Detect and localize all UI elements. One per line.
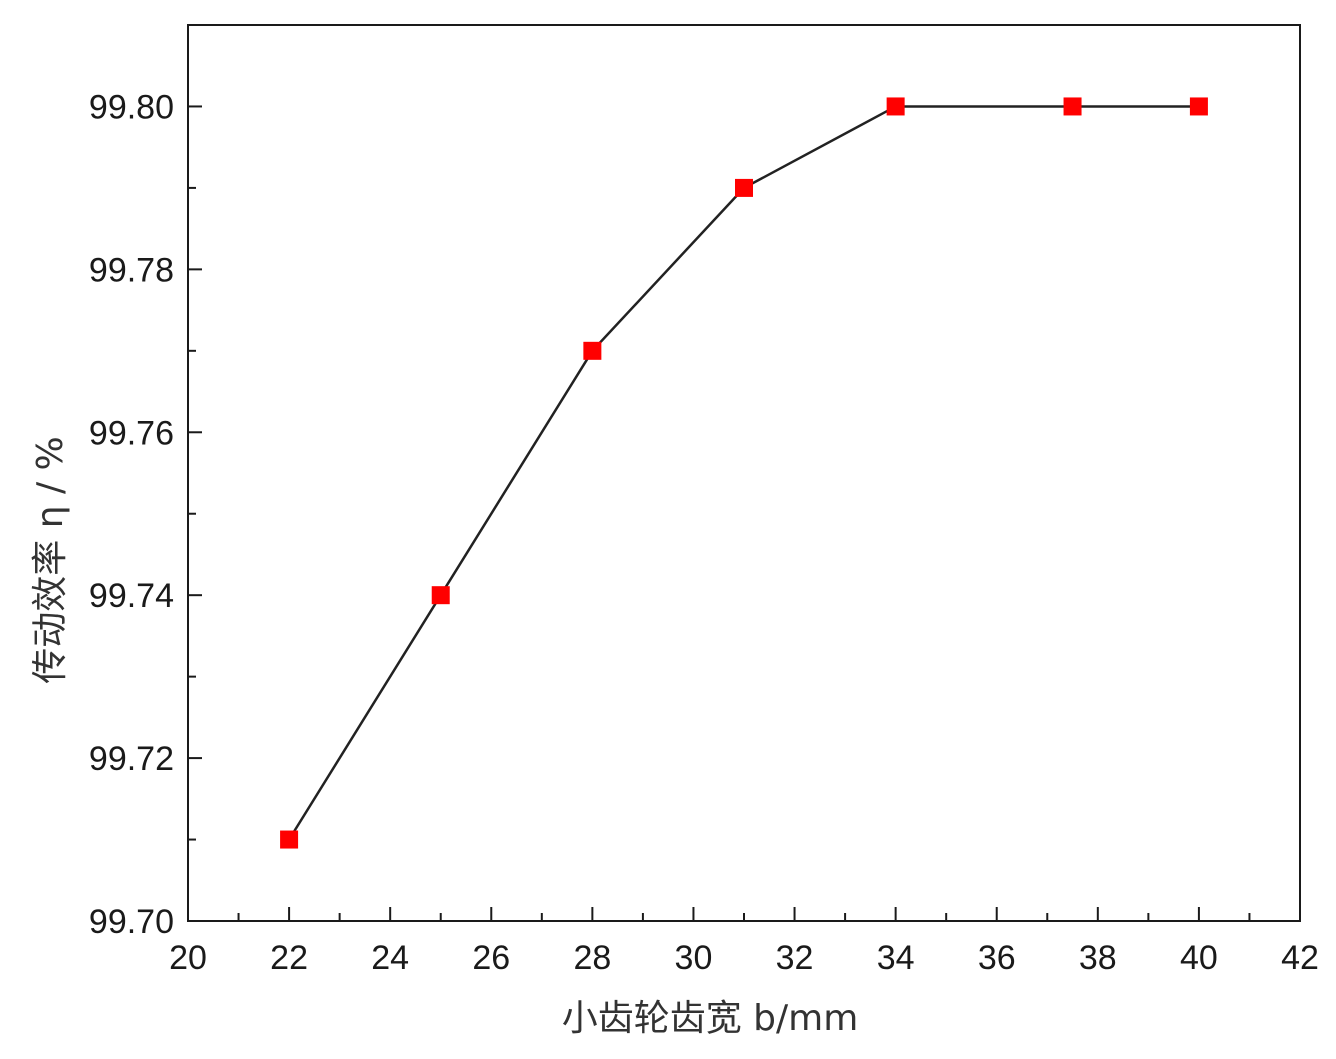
y-tick-label: 99.80: [89, 88, 174, 126]
data-point: [1189, 97, 1208, 116]
data-point: [431, 586, 450, 605]
series-lines: [288, 105, 1199, 841]
plot-frame: [187, 24, 1301, 922]
y-axis-ticks: [188, 24, 202, 922]
y-tick-label: 99.70: [89, 903, 174, 941]
data-point: [886, 97, 905, 116]
x-axis-tick-labels: 20 22 24 26 28 30 32 34 36 38 40 42: [169, 939, 1319, 977]
x-tick-label: 28: [573, 939, 611, 977]
data-point: [1063, 97, 1082, 116]
x-tick-label: 42: [1281, 939, 1319, 977]
x-tick-label: 38: [1079, 939, 1117, 977]
x-tick-label: 36: [978, 939, 1016, 977]
x-tick-label: 32: [776, 939, 814, 977]
x-tick-label: 30: [675, 939, 713, 977]
x-tick-label: 40: [1180, 939, 1218, 977]
y-axis-tick-labels: 99.70 99.72 99.74 99.76 99.78 99.80: [89, 88, 174, 941]
data-point: [280, 830, 299, 849]
data-point: [583, 341, 602, 360]
data-point: [735, 178, 753, 197]
y-tick-label: 99.72: [89, 740, 174, 778]
x-axis-title: 小齿轮齿宽 b/mm: [562, 998, 859, 1039]
y-tick-label: 99.74: [89, 577, 174, 615]
x-tick-label: 20: [169, 939, 207, 977]
y-tick-label: 99.78: [89, 251, 174, 289]
x-tick-label: 22: [270, 939, 308, 977]
series-line: [288, 105, 1199, 841]
x-axis-ticks: [187, 907, 1301, 921]
x-tick-label: 26: [472, 939, 510, 977]
y-tick-label: 99.76: [89, 414, 174, 452]
y-axis-title: 传动效率 η / %: [30, 436, 71, 683]
series-markers: [280, 97, 1208, 849]
x-tick-label: 34: [877, 939, 915, 977]
x-tick-label: 24: [371, 939, 409, 977]
